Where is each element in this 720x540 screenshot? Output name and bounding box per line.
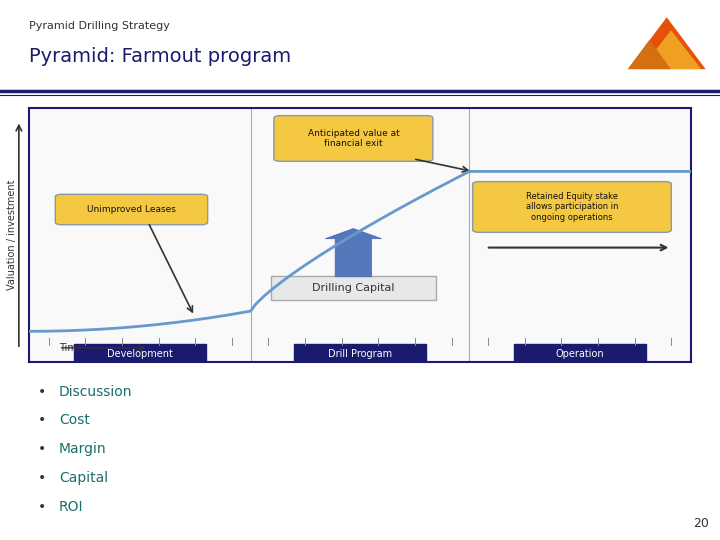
FancyArrow shape: [325, 228, 382, 277]
FancyBboxPatch shape: [472, 181, 671, 232]
Text: Time: Time: [58, 343, 83, 353]
Text: Valuation / investment: Valuation / investment: [7, 180, 17, 290]
FancyBboxPatch shape: [294, 344, 426, 365]
FancyBboxPatch shape: [514, 344, 647, 365]
Polygon shape: [628, 40, 671, 69]
Text: Unimproved Leases: Unimproved Leases: [87, 205, 176, 214]
FancyBboxPatch shape: [73, 344, 206, 365]
Text: Development: Development: [107, 349, 173, 359]
Text: Drilling Capital: Drilling Capital: [312, 283, 395, 293]
FancyBboxPatch shape: [55, 194, 207, 225]
Text: Pyramid Drilling Strategy: Pyramid Drilling Strategy: [29, 22, 170, 31]
Text: 20: 20: [693, 517, 709, 530]
Text: •: •: [37, 471, 45, 485]
Polygon shape: [628, 17, 706, 69]
Text: •: •: [37, 442, 45, 456]
FancyBboxPatch shape: [274, 116, 433, 161]
Text: ROI: ROI: [59, 500, 84, 514]
Text: Pyramid: Farmout program: Pyramid: Farmout program: [29, 46, 291, 66]
Text: Cost: Cost: [59, 414, 90, 428]
Text: Anticipated value at
financial exit: Anticipated value at financial exit: [307, 129, 400, 148]
FancyBboxPatch shape: [271, 275, 436, 300]
Text: Discussion: Discussion: [59, 384, 132, 399]
Text: Capital: Capital: [59, 471, 108, 485]
Polygon shape: [641, 30, 701, 69]
Text: •: •: [37, 384, 45, 399]
Text: •: •: [37, 500, 45, 514]
Text: Drill Program: Drill Program: [328, 349, 392, 359]
Text: Margin: Margin: [59, 442, 107, 456]
Text: Operation: Operation: [556, 349, 605, 359]
Text: •: •: [37, 414, 45, 428]
Text: Retained Equity stake
allows participation in
ongoing operations: Retained Equity stake allows participati…: [526, 192, 618, 222]
